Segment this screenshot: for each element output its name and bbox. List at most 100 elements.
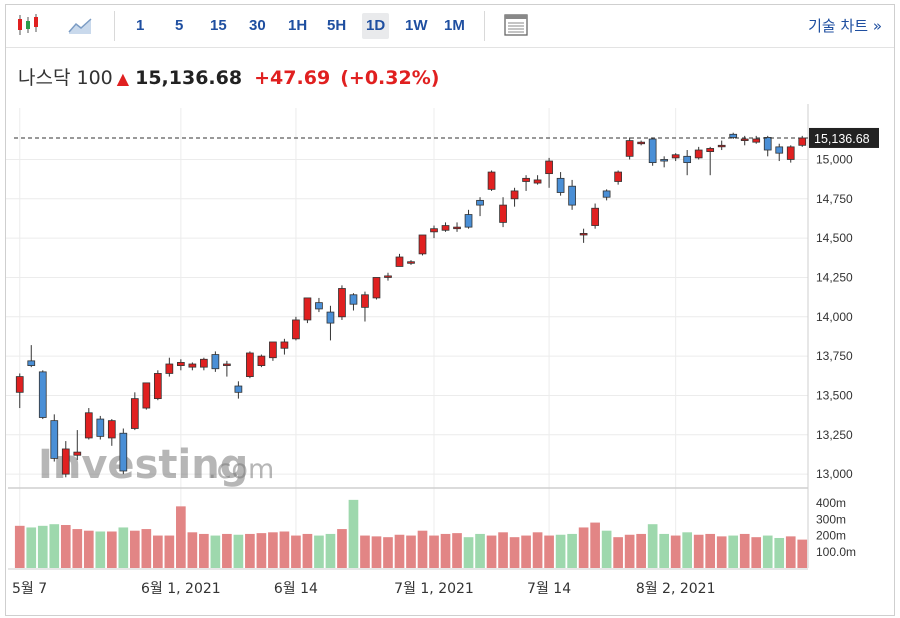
quote-header: 나스닥 100 ▲ 15,136.68 +47.69 (+0.32%) bbox=[18, 63, 439, 90]
table-icon[interactable] bbox=[502, 11, 530, 39]
candle-body bbox=[533, 179, 542, 184]
volume-bar bbox=[624, 534, 635, 568]
candle-body bbox=[107, 420, 116, 439]
candle-body bbox=[694, 149, 703, 159]
timeframe-1m[interactable]: 1M bbox=[444, 17, 465, 34]
candle-body bbox=[349, 294, 358, 305]
price-tick-label: 14,750 bbox=[816, 192, 853, 206]
volume-bar bbox=[797, 539, 808, 568]
candle-body bbox=[38, 371, 47, 418]
volume-bar bbox=[60, 525, 71, 568]
candle-body bbox=[326, 311, 335, 324]
last-price-badge-label: 15,136.68 bbox=[814, 132, 870, 146]
volume-bar bbox=[279, 531, 290, 568]
candle-body bbox=[545, 160, 553, 175]
candle-body bbox=[27, 360, 36, 366]
volume-bar bbox=[49, 524, 60, 568]
volume-bar bbox=[774, 537, 785, 568]
area-chart-icon[interactable] bbox=[66, 11, 94, 39]
volume-bar bbox=[728, 535, 739, 568]
price-tick-label: 14,000 bbox=[816, 310, 853, 324]
volume-bar bbox=[636, 533, 646, 568]
volume-bar bbox=[72, 529, 83, 568]
candle-body bbox=[614, 171, 622, 182]
candle-body bbox=[50, 420, 59, 459]
timeframe-15[interactable]: 15 bbox=[210, 17, 227, 34]
grid-lines bbox=[6, 108, 808, 568]
volume-bar bbox=[141, 529, 152, 568]
candle-body bbox=[510, 190, 519, 200]
time-tick-label: 5월 7 bbox=[12, 581, 47, 597]
candle-body bbox=[418, 234, 427, 255]
candles bbox=[15, 132, 807, 478]
volume-bar bbox=[670, 535, 681, 568]
volume-bar bbox=[95, 531, 106, 568]
volume-bar bbox=[452, 533, 462, 568]
volume-bar bbox=[555, 534, 566, 568]
candle-body bbox=[15, 376, 24, 393]
timeframe-30[interactable]: 30 bbox=[249, 17, 266, 34]
volume-bar bbox=[659, 533, 669, 568]
volume-bar bbox=[199, 533, 209, 568]
candle-body bbox=[441, 225, 450, 231]
timeframe-5[interactable]: 5 bbox=[175, 17, 184, 34]
volume-bar bbox=[544, 535, 554, 568]
volume-bar bbox=[348, 499, 359, 568]
volume-bar bbox=[716, 536, 727, 568]
volume-bar bbox=[210, 535, 221, 568]
volume-bar bbox=[429, 535, 439, 568]
volume-bar bbox=[739, 533, 750, 568]
technical-chart-link[interactable]: 기술 차트 » bbox=[808, 17, 882, 35]
candle-body bbox=[763, 137, 772, 151]
volume-bar bbox=[590, 522, 600, 568]
candle-body bbox=[522, 177, 530, 182]
volume-bar bbox=[371, 536, 382, 568]
candle-body bbox=[303, 297, 312, 321]
candlestick-icon[interactable] bbox=[14, 11, 42, 39]
volume-bar bbox=[394, 534, 405, 568]
candle-body bbox=[84, 412, 93, 439]
candle-body bbox=[729, 133, 738, 138]
time-tick-label: 7월 14 bbox=[527, 581, 571, 597]
volume-bar bbox=[762, 535, 773, 568]
volume-bar bbox=[164, 535, 175, 568]
volume-bar bbox=[406, 535, 416, 568]
candle-body bbox=[361, 294, 369, 308]
candle-body bbox=[786, 146, 795, 160]
volume-bar bbox=[486, 535, 497, 568]
volume-bar bbox=[475, 533, 485, 568]
time-tick-label: 7월 1, 2021 bbox=[394, 581, 474, 597]
volume-tick-label: 200m bbox=[816, 529, 846, 543]
time-tick-label: 6월 1, 2021 bbox=[141, 581, 221, 597]
timeframe-1w[interactable]: 1W bbox=[405, 17, 428, 34]
timeframe-1d[interactable]: 1D bbox=[362, 13, 390, 39]
volume-bar bbox=[245, 533, 255, 568]
volume-bar bbox=[440, 533, 451, 568]
timeframe-5h[interactable]: 5H bbox=[327, 17, 347, 34]
candle-body bbox=[660, 159, 669, 162]
volume-bar bbox=[567, 533, 577, 568]
candle-body bbox=[464, 214, 473, 228]
price-change-percent: (+0.32%) bbox=[340, 67, 440, 89]
volume-bar bbox=[509, 537, 520, 568]
volume-bar bbox=[751, 537, 762, 568]
volume-bar bbox=[106, 531, 117, 568]
volume-bar bbox=[383, 537, 393, 568]
volume-bar bbox=[83, 530, 94, 568]
price-change: +47.69 bbox=[254, 67, 331, 89]
volume-bar bbox=[601, 530, 612, 568]
timeframe-1h[interactable]: 1H bbox=[288, 17, 308, 34]
volume-bar bbox=[222, 533, 232, 568]
last-price: 15,136.68 bbox=[135, 67, 243, 89]
candle-body bbox=[407, 261, 415, 264]
candle-body bbox=[637, 141, 645, 145]
last-price-badge bbox=[809, 127, 879, 148]
price-tick-label: 13,250 bbox=[816, 428, 853, 442]
candle-body bbox=[61, 448, 70, 475]
timeframe-1[interactable]: 1 bbox=[136, 17, 145, 34]
volume-bar bbox=[682, 532, 693, 568]
volume-bar bbox=[325, 533, 336, 568]
price-tick-label: 14,250 bbox=[816, 270, 853, 284]
candle-body bbox=[372, 277, 381, 299]
candle-body bbox=[395, 256, 404, 267]
